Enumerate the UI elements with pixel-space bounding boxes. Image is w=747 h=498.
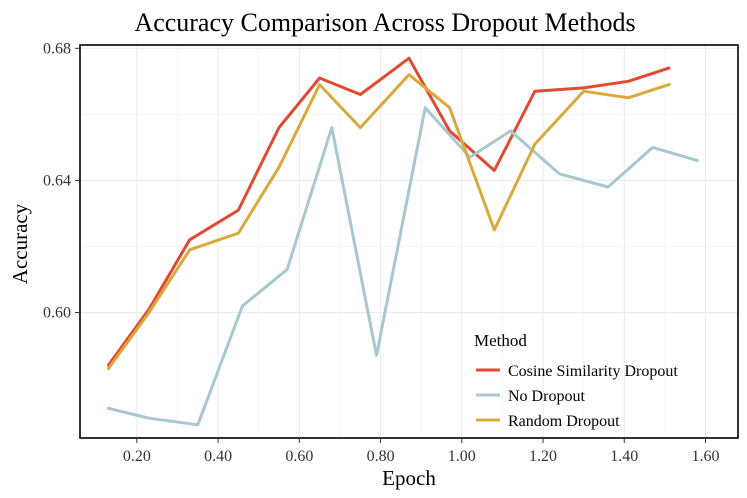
x-tick-label: 1.40 [610,448,638,465]
x-tick-label: 0.60 [285,448,313,465]
series-line [106,73,671,371]
y-tick-label: 0.68 [43,40,71,57]
series-line [106,106,699,427]
legend-label: Random Dropout [508,413,620,430]
chart-title: Accuracy Comparison Across Dropout Metho… [134,8,635,37]
x-tick-label: 0.20 [123,448,151,465]
x-tick-label: 0.40 [204,448,232,465]
x-tick-label: 1.60 [692,448,720,465]
y-tick-label: 0.60 [43,305,71,322]
series-lines [106,56,699,427]
x-tick-label: 1.20 [529,448,557,465]
x-axis-label: Epoch [382,466,436,490]
x-tick-label: 1.00 [448,448,476,465]
y-axis-label: Accuracy [8,203,32,284]
series-line [106,56,671,367]
legend-label: Cosine Similarity Dropout [508,363,678,380]
y-tick-label: 0.64 [43,172,71,189]
legend-label: No Dropout [508,388,585,405]
legend-title: Method [474,331,527,350]
grid [80,45,738,438]
x-tick-label: 0.80 [367,448,395,465]
plot-panel-border [79,44,739,439]
legend: Method Cosine Similarity Dropout No Dropo… [474,331,678,430]
axes: 0.20 0.40 0.60 0.80 1.00 1.20 1.40 1.60 0.60 0.64… [43,40,720,465]
